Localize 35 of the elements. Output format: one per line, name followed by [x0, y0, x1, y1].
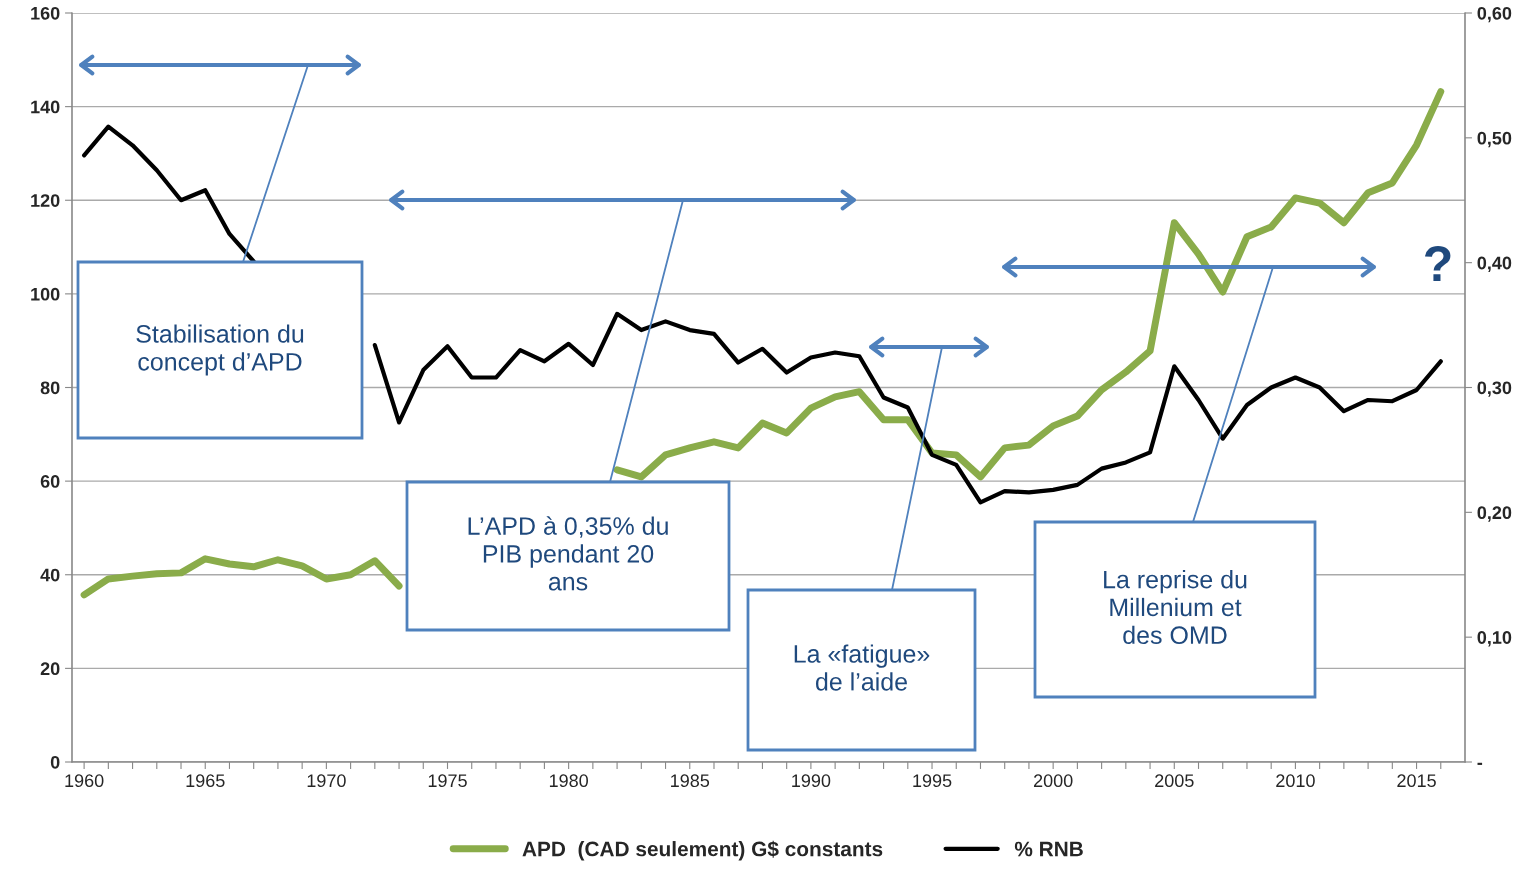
x-tick-label: 1985 — [671, 774, 710, 788]
annotation: Stabilisation du concept d’APD — [136, 324, 304, 376]
y-tick-label: 80 — [40, 381, 60, 395]
annotation: La «fatigue» de l’aide — [794, 644, 930, 691]
y-tick-label: 40 — [40, 568, 60, 582]
x-tick-label: 1980 — [549, 774, 589, 788]
y-tick-label: 20 — [40, 662, 60, 676]
x-tick-label: 1975 — [428, 774, 467, 788]
y2-tick-label: 0,20 — [1477, 506, 1512, 522]
annotation: La reprise du Millenium et des OMD — [1104, 570, 1247, 645]
y-tick-label: 120 — [31, 194, 60, 207]
y-tick-label: 100 — [31, 287, 60, 301]
x-tick-label: 2010 — [1276, 774, 1315, 788]
x-tick-label: 1960 — [65, 774, 104, 788]
x-tick-label: 2000 — [1033, 774, 1073, 788]
annotation: ? — [1425, 246, 1451, 281]
y2-tick-label: 0,40 — [1477, 256, 1512, 272]
y2-tick-label: - — [1477, 762, 1483, 765]
y2-tick-label: 0,60 — [1477, 6, 1512, 23]
y-tick-label: 0 — [50, 755, 60, 769]
x-tick-label: 1965 — [186, 774, 225, 788]
y-tick-label: 140 — [31, 100, 60, 114]
y-tick-label: 160 — [31, 6, 60, 20]
y2-tick-label: 0,30 — [1477, 381, 1512, 397]
x-tick-label: 2015 — [1397, 774, 1436, 788]
y2-tick-label: 0,50 — [1477, 131, 1512, 148]
legend-label: % RNB — [1014, 841, 1083, 857]
y-tick-label: 60 — [40, 475, 60, 488]
legend-label: APD (CAD seulement) G$ constants — [522, 840, 883, 861]
x-tick-label: 2005 — [1155, 774, 1194, 788]
y2-tick-label: 0,10 — [1477, 631, 1512, 647]
annotation: L’APD à 0,35% du PIB pendant 20 ans — [468, 516, 668, 591]
x-tick-label: 1970 — [307, 774, 346, 788]
x-tick-label: 1995 — [913, 774, 952, 788]
x-tick-label: 1990 — [792, 774, 831, 788]
